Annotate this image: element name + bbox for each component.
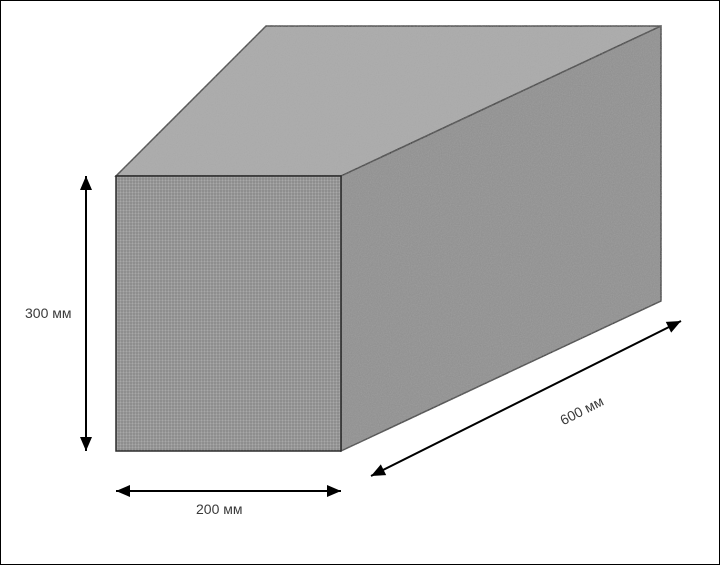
width-label: 200 мм — [196, 501, 243, 517]
box-dimension-diagram: 300 мм 200 мм 600 мм — [1, 1, 720, 566]
box-3d — [116, 26, 661, 451]
height-label: 300 мм — [25, 305, 72, 321]
diagram-svg — [1, 1, 720, 566]
box-front-face — [116, 176, 341, 451]
height-arrow — [80, 176, 92, 451]
width-arrow — [116, 485, 341, 497]
